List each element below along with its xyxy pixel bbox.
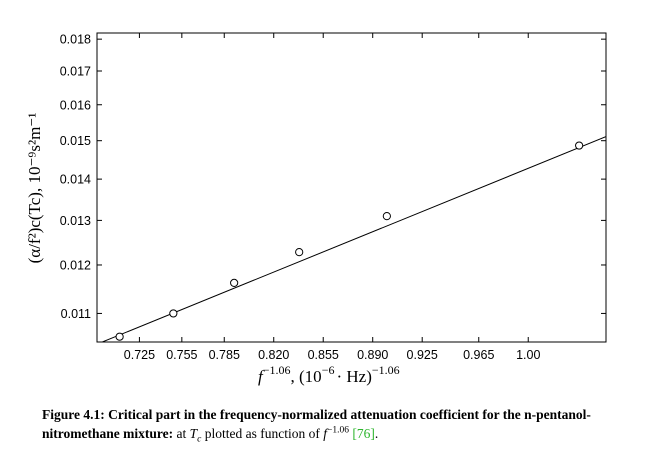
x-tick-label: 0.820 — [258, 348, 289, 362]
x-axis-label-exp1: −1.06 — [263, 363, 291, 377]
caption-text2: plotted as function of — [204, 426, 320, 441]
y-tick-label: 0.012 — [60, 258, 91, 272]
data-point — [575, 141, 584, 150]
data-point — [295, 248, 304, 257]
caption-end: . — [374, 426, 379, 441]
data-point — [230, 278, 239, 287]
caption-text1: at — [176, 426, 187, 441]
y-tick-label: 0.014 — [60, 173, 91, 187]
data-point — [382, 212, 391, 221]
x-tick-label: 0.725 — [124, 348, 155, 362]
caption-tc-t: T — [189, 426, 198, 441]
chart: 0.011 0.012 0.013 0.014 0.015 0.016 0.017 0.018… — [25, 32, 607, 386]
x-tick-label: 0.855 — [308, 348, 339, 362]
x-tick-label: 1.00 — [516, 348, 540, 362]
caption-tc-sub: c — [197, 434, 202, 445]
x-tick-label: 0.965 — [463, 348, 494, 362]
y-tick-label: 0.018 — [60, 33, 91, 47]
x-tick-label: 0.925 — [407, 348, 438, 362]
y-axis-label: (α/f²)c(Tc), 10⁻⁹s²m⁻¹ — [25, 113, 44, 264]
figure-caption: Figure 4.1: Critical part in the frequen… — [42, 405, 622, 444]
caption-ref-link[interactable]: [76] — [352, 426, 375, 441]
x-axis-label: f−1.06, (10−6 · Hz)−1.06 — [258, 363, 400, 386]
caption-bold-text: Critical part in the frequency-normalize… — [42, 407, 591, 441]
data-point — [115, 332, 124, 341]
caption-tc: Tc — [189, 426, 202, 444]
caption-label: Figure 4.1: — [42, 407, 105, 422]
y-tick-label: 0.013 — [60, 214, 91, 228]
y-tick-label: 0.017 — [60, 64, 91, 78]
data-point — [169, 309, 178, 318]
x-tick-label: 0.785 — [209, 348, 240, 362]
x-tick-label: 0.755 — [166, 348, 197, 362]
y-tick-label: 0.015 — [60, 134, 91, 148]
caption-exp: −1.06 — [326, 425, 349, 436]
x-tick-label: 0.890 — [357, 348, 388, 362]
x-axis-label-sep: , (10 — [291, 367, 322, 386]
x-axis-label-exp2: −6 — [322, 363, 335, 377]
x-axis-label-exp3: −1.06 — [372, 363, 400, 377]
y-tick-label: 0.011 — [61, 307, 91, 321]
x-axis-label-base: f — [258, 367, 265, 386]
x-axis-label-unit: · Hz) — [336, 367, 371, 386]
fit-line — [100, 136, 606, 342]
y-tick-label: 0.016 — [60, 98, 91, 112]
plot-frame — [96, 32, 607, 343]
caption-f: f — [323, 426, 327, 441]
